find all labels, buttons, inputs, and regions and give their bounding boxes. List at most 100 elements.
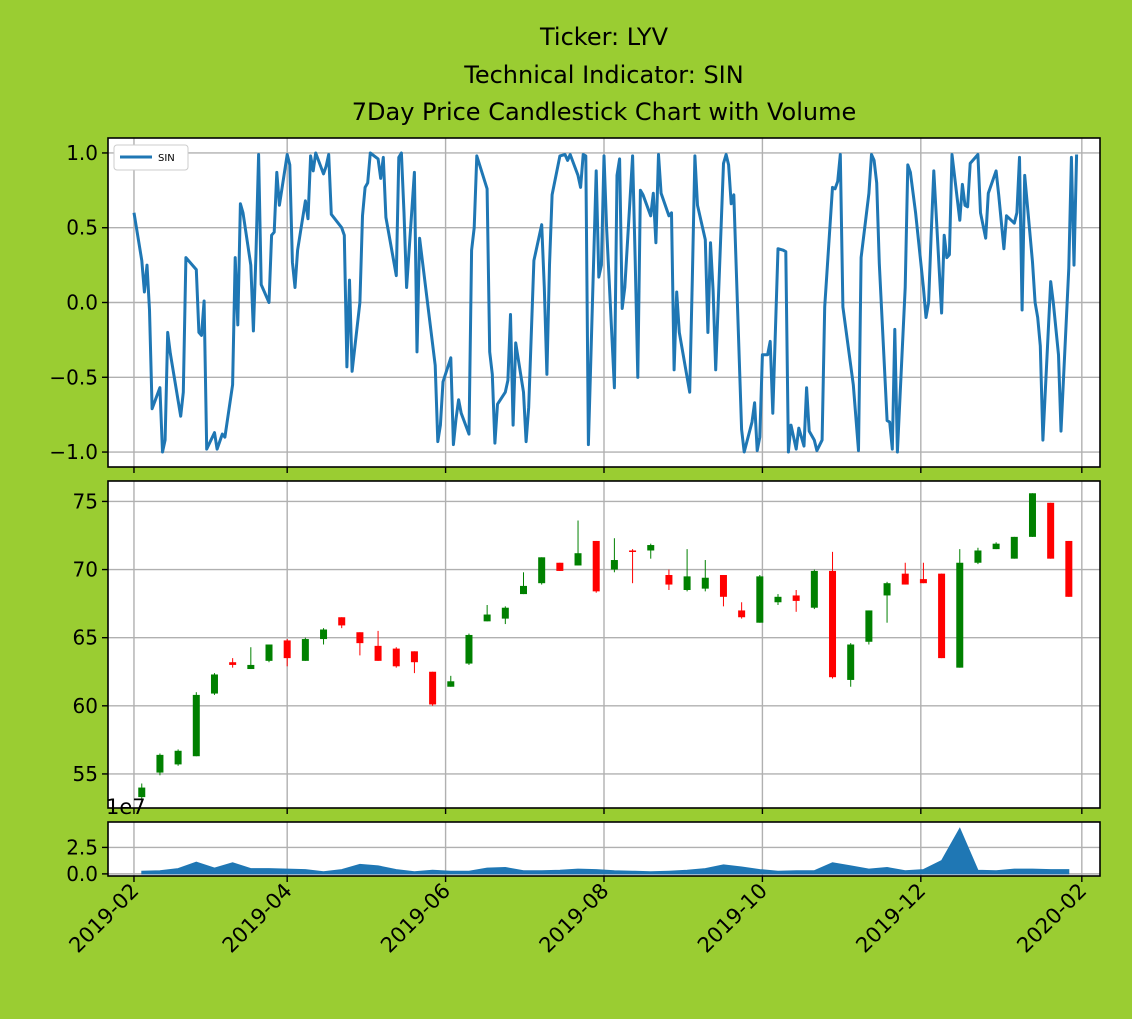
y-tick-label: 2.5 xyxy=(66,835,98,859)
candle-body xyxy=(338,617,346,626)
candle xyxy=(229,658,237,668)
candle xyxy=(865,610,873,645)
volume-series xyxy=(141,827,1070,875)
candle xyxy=(138,783,146,800)
candlestick-panel: 55 60 65 70 75 xyxy=(73,480,1101,814)
title-line-3: 7Day Price Candlestick Chart with Volume xyxy=(352,98,857,126)
candle-body xyxy=(956,562,964,668)
candle xyxy=(247,647,255,670)
candle-body xyxy=(283,640,291,659)
candle-body xyxy=(974,550,982,563)
candle-body xyxy=(829,570,837,678)
title-line-2: Technical Indicator: SIN xyxy=(463,61,743,89)
candle xyxy=(792,590,800,612)
y-tick-label: 0.5 xyxy=(66,216,98,240)
candle xyxy=(429,671,437,706)
candlestick-frame xyxy=(107,480,1101,809)
candle-body xyxy=(556,562,564,571)
candle-body xyxy=(374,645,382,661)
candle-body xyxy=(356,632,364,644)
candle xyxy=(883,581,891,623)
candlestick-x-ticks xyxy=(133,808,1083,814)
indicator-frame xyxy=(107,137,1101,468)
candle xyxy=(974,547,982,565)
candle-body xyxy=(392,648,400,667)
candle-body xyxy=(410,651,418,663)
candle xyxy=(574,520,582,566)
candle-body xyxy=(447,681,455,687)
candle xyxy=(465,633,473,665)
candle xyxy=(356,632,364,656)
candle-body xyxy=(701,577,709,589)
series-line-sin xyxy=(132,151,1079,454)
candle xyxy=(1010,536,1018,559)
y-tick-label: 0.0 xyxy=(66,291,98,315)
candle xyxy=(519,572,527,595)
y-tick-label: 60 xyxy=(73,694,98,718)
candle xyxy=(701,560,709,592)
candle-body xyxy=(301,639,309,661)
candle-body xyxy=(1065,540,1073,597)
candle xyxy=(210,673,218,695)
indicator-grid xyxy=(108,138,1100,467)
candle-body xyxy=(519,585,527,595)
candle-body xyxy=(247,664,255,670)
y-tick-label: 75 xyxy=(73,489,98,513)
legend-label-sin: SIN xyxy=(158,153,175,164)
candle-body xyxy=(901,573,909,585)
candle-body xyxy=(1010,536,1018,559)
candle xyxy=(683,549,691,592)
candle-body xyxy=(665,575,673,585)
y-tick-label: 0.0 xyxy=(66,862,98,886)
candle xyxy=(392,647,400,668)
candle xyxy=(174,749,182,766)
candlestick-y-ticks: 55 60 65 70 75 xyxy=(73,489,108,786)
candle-body xyxy=(756,576,764,623)
candle xyxy=(901,562,909,585)
candle-body xyxy=(138,787,146,798)
candle xyxy=(283,639,291,667)
candlestick-series xyxy=(138,493,1073,800)
candle-body xyxy=(883,583,891,596)
candle xyxy=(992,542,1000,550)
candle-body xyxy=(320,629,328,640)
candle-body xyxy=(610,560,618,570)
candle xyxy=(665,569,673,590)
candle xyxy=(301,637,309,661)
candle-body xyxy=(810,570,818,608)
candle xyxy=(501,606,509,625)
candle xyxy=(483,604,491,622)
candle xyxy=(192,692,200,757)
y-tick-label: −1.0 xyxy=(49,440,98,464)
candle xyxy=(1065,540,1073,597)
candle-body xyxy=(738,610,746,618)
candle xyxy=(756,575,764,623)
candle-body xyxy=(483,614,491,622)
candle-body xyxy=(647,545,655,551)
candle-body xyxy=(538,557,546,584)
candle-body xyxy=(792,595,800,601)
candle xyxy=(847,643,855,687)
y-tick-label: −0.5 xyxy=(49,365,98,389)
candle xyxy=(610,538,618,573)
candle xyxy=(538,557,546,585)
candle-body xyxy=(192,694,200,757)
candle-body xyxy=(1047,502,1055,559)
candle xyxy=(919,562,927,584)
candle-body xyxy=(683,576,691,590)
candle-body xyxy=(992,543,1000,550)
candle-body xyxy=(774,596,782,603)
candle xyxy=(938,573,946,659)
candle-body xyxy=(174,750,182,765)
candlestick-grid xyxy=(108,481,1100,808)
candle xyxy=(156,753,164,776)
candle xyxy=(738,602,746,619)
candle xyxy=(556,562,564,571)
candle xyxy=(647,543,655,559)
candle-body xyxy=(501,607,509,619)
candle xyxy=(265,644,273,663)
candle xyxy=(410,651,418,674)
y-tick-label: 65 xyxy=(73,626,98,650)
candle xyxy=(338,617,346,629)
candle-body xyxy=(919,579,927,584)
